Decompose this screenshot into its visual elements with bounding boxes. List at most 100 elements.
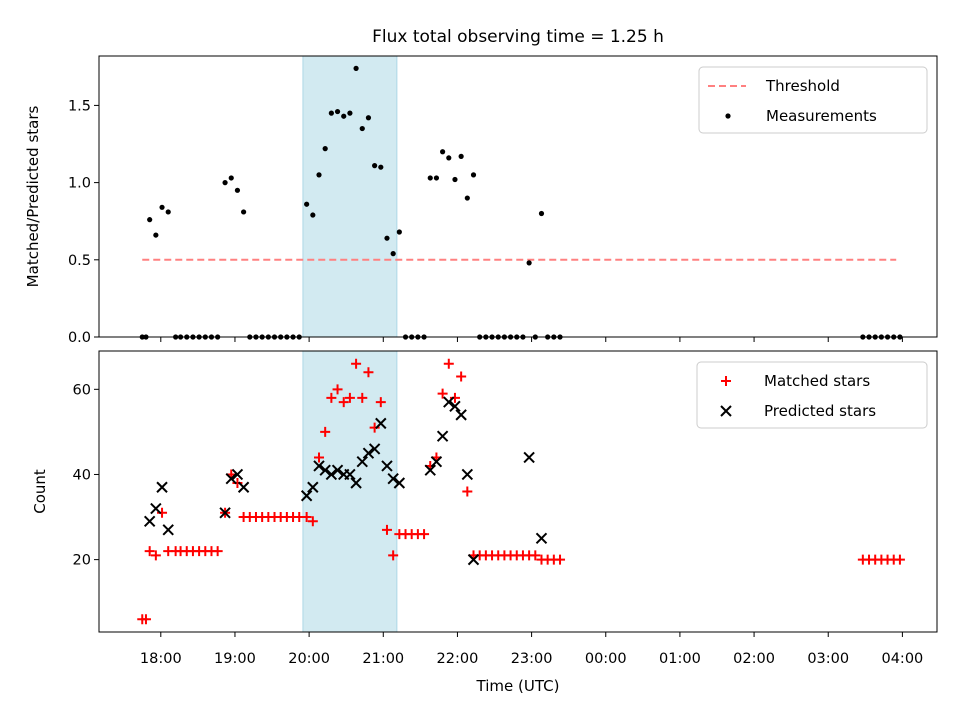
measurement-point <box>310 212 316 218</box>
panel-counts: 20 40 60 18:00 19:00 20:00 21:00 22:00 23:00 00:0… <box>31 350 938 667</box>
measurement-point <box>328 110 334 116</box>
legend-measurement-swatch <box>725 113 731 119</box>
x-tick-label: 00:00 <box>585 651 627 667</box>
matched-star-point <box>314 452 325 463</box>
matched-star-point <box>449 392 460 403</box>
predicted-star-point <box>455 409 467 421</box>
predicted-star-point <box>225 473 237 485</box>
measurement-point <box>241 209 247 215</box>
matched-star-point <box>150 550 161 561</box>
measurement-point <box>433 175 440 181</box>
matched-star-point <box>462 486 473 497</box>
predicted-star-point <box>356 455 368 468</box>
predicted-star-point <box>523 451 535 464</box>
measurement-point <box>372 163 378 169</box>
legend-label: Matched stars <box>764 372 870 390</box>
x-tick-label: 01:00 <box>659 651 701 667</box>
predicted-star-point <box>237 481 250 493</box>
matched-star-point <box>456 371 467 382</box>
predicted-star-point <box>467 553 480 566</box>
matched-star-point <box>144 546 155 557</box>
measurement-point <box>234 187 241 193</box>
matched-star-point <box>357 392 368 403</box>
predicted-star-point <box>150 502 162 515</box>
legend-label: Measurements <box>766 107 877 125</box>
predicted-star-point <box>307 481 319 493</box>
legend-box <box>698 66 928 134</box>
measurement-point <box>526 260 532 266</box>
x-tick-label: 03:00 <box>807 651 849 667</box>
measurement-point <box>446 155 452 161</box>
predicted-star-point <box>313 460 325 472</box>
measurement-point <box>464 195 470 201</box>
measurement-point <box>347 110 353 116</box>
predicted-star-point <box>344 468 356 481</box>
measurement-point <box>165 209 171 215</box>
measurement-point <box>384 235 390 241</box>
predicted-star-point <box>143 515 156 528</box>
predicted-star-point <box>443 396 455 408</box>
y-tick-label: 60 <box>73 382 91 398</box>
matched-star-point <box>332 384 343 395</box>
measurement-point <box>427 175 433 181</box>
matched-star-point <box>419 529 430 540</box>
x-tick-label: 18:00 <box>140 651 182 667</box>
measurement-point <box>396 229 402 235</box>
measurement-point <box>153 232 159 238</box>
matched-star-point <box>307 516 318 527</box>
predicted-star-point <box>325 468 338 481</box>
predicted-star-point <box>162 524 174 536</box>
matched-star-point <box>381 524 392 535</box>
matched-star-point <box>375 397 386 408</box>
x-tick-label: 20:00 <box>288 651 330 667</box>
y-axis-label: Count <box>31 469 49 514</box>
y-tick-label: 1.5 <box>68 98 91 114</box>
measurement-point <box>304 201 310 207</box>
x-tick-label: 23:00 <box>511 651 553 667</box>
matched-star-point <box>443 358 454 369</box>
legend-label: Threshold <box>765 77 840 95</box>
y-tick-label: 40 <box>73 467 91 483</box>
y-tick-label: 0.0 <box>68 330 91 346</box>
predicted-star-point <box>362 447 375 459</box>
predicted-star-point <box>331 464 344 476</box>
x-tick-label: 21:00 <box>362 651 404 667</box>
predicted-star-point <box>449 400 461 413</box>
measurement-point <box>322 146 328 152</box>
matched-star-point <box>212 546 223 557</box>
matched-star-point <box>530 550 541 561</box>
legend-matched-swatch <box>721 376 731 386</box>
measurement-point <box>538 210 545 217</box>
plot-frame <box>98 55 938 338</box>
shaded-interval <box>302 55 398 338</box>
predicted-star-point <box>219 507 231 519</box>
y-tick-label: 20 <box>73 553 91 569</box>
measurement-point <box>316 172 322 178</box>
measurement-point <box>334 108 341 115</box>
y-axis-label: Matched/Predicted stars <box>24 106 42 288</box>
measurement-point <box>159 204 165 210</box>
predicted-star-point <box>368 443 381 455</box>
matched-star-point <box>894 554 905 565</box>
predicted-star-point <box>393 477 406 489</box>
matched-star-point <box>232 477 243 488</box>
matched-star-point <box>338 397 349 408</box>
legend-box <box>696 361 928 429</box>
measurement-point <box>458 153 464 159</box>
measurement-point <box>353 65 359 71</box>
measurement-point <box>378 164 384 170</box>
predicted-star-point <box>350 477 362 489</box>
measurement-point <box>470 172 477 178</box>
panel-ratio: 0.0 0.5 1.0 1.5 Matched/Predicted stars Thres… <box>24 55 938 346</box>
chart-title: Flux total observing time = 1.25 h <box>372 27 664 47</box>
legend-label: Predicted stars <box>764 402 876 420</box>
predicted-star-point <box>535 532 548 545</box>
predicted-star-point <box>231 468 244 481</box>
x-tick-label: 19:00 <box>214 651 256 667</box>
predicted-star-point <box>430 455 443 468</box>
matched-star-point <box>320 426 331 437</box>
legend-predicted-swatch <box>720 405 732 417</box>
matched-star-point <box>344 392 355 403</box>
y-tick-label: 0.5 <box>68 253 91 269</box>
